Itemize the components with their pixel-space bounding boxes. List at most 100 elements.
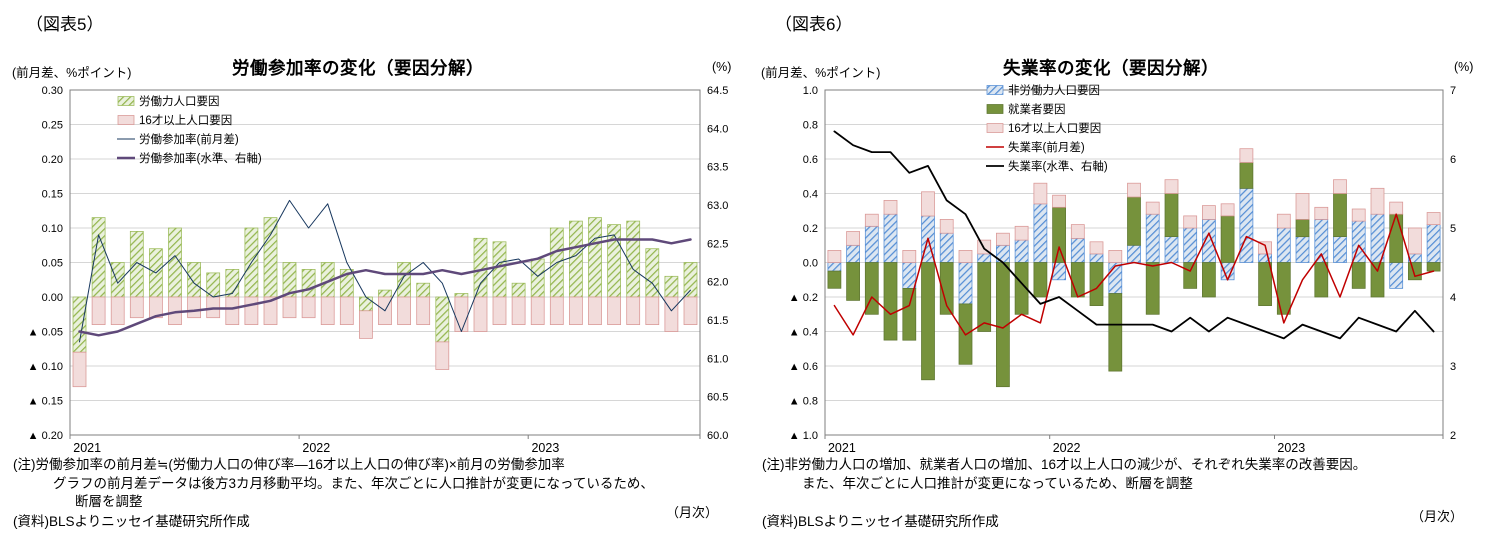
bar-segment-series2 <box>1426 212 1441 225</box>
legend-label: 労働参加率(水準、右軸) <box>139 151 262 165</box>
bar-segment-series2 <box>1351 208 1366 222</box>
x-axis-year-label: 2023 <box>531 441 559 455</box>
figure6-title: 失業率の変化（要因分解） <box>1003 58 1219 78</box>
note-line: 断層を調整 <box>75 494 143 510</box>
bar-segment-series1 <box>1314 262 1329 298</box>
bar-segment-series1 <box>1145 262 1160 315</box>
bar-segment-series1 <box>397 296 411 325</box>
bar-segment-series1 <box>549 296 564 325</box>
bar-segment-series0 <box>91 217 106 298</box>
left-axis-tick-label: ▲ 0.05 <box>28 327 63 339</box>
bar-segment-series0 <box>530 258 545 298</box>
bar-segment-series0 <box>110 262 125 298</box>
bar-segment-series0 <box>1033 203 1048 263</box>
bar-segment-series2 <box>1370 187 1385 215</box>
figure5-right-axis-unit: (%) <box>712 60 732 74</box>
bar-segment-series0 <box>939 232 954 263</box>
bar-segment-series2 <box>1164 179 1179 194</box>
right-axis-tick-label: 64.0 <box>707 123 728 135</box>
bar-segment-series1 <box>149 296 163 319</box>
right-axis-tick-label: 5 <box>1450 223 1456 235</box>
right-axis-tick-label: 64.5 <box>707 85 728 97</box>
figure5-notes: (注)労働参加率の前月差≒(労働力人口の伸び率―16才以上人口の伸び率)×前月の… <box>13 456 654 512</box>
bar-segment-series2 <box>902 250 917 263</box>
bar-segment-series1 <box>1052 206 1066 263</box>
left-axis-tick-label: 0.25 <box>42 120 63 132</box>
bar-segment-series1 <box>320 296 335 325</box>
left-axis-tick-label: ▲ 0.15 <box>28 396 63 408</box>
bar-segment-series1 <box>645 296 660 325</box>
bar-segment-series0 <box>1183 227 1198 263</box>
bar-segment-series2 <box>1389 201 1404 215</box>
bar-segment-series0 <box>454 293 469 298</box>
bar-segment-series1 <box>1426 262 1441 272</box>
right-axis-tick-label: 7 <box>1450 85 1456 97</box>
figure6-source: (資料)BLSよりニッセイ基礎研究所作成 <box>762 514 999 529</box>
legend-label: 16才以上人口要因 <box>139 113 232 127</box>
bar-segment-series1 <box>607 296 621 325</box>
bar-segment-series0 <box>1164 236 1179 263</box>
bar-segment-series2 <box>939 219 954 234</box>
bar-segment-series0 <box>187 262 201 298</box>
bar-segment-series1 <box>511 296 526 325</box>
legend-label: 労働参加率(前月差) <box>139 132 239 146</box>
left-axis-tick-label: 0.15 <box>42 189 63 201</box>
bar-segment-series1 <box>588 296 602 325</box>
figure5-frequency-note: （月次） <box>666 505 719 520</box>
bar-segment-series2 <box>1052 194 1066 208</box>
right-axis-tick-label: 63.0 <box>707 200 728 212</box>
bar-segment-series1 <box>1239 162 1254 189</box>
bar-segment-series1 <box>339 296 354 325</box>
bar-segment-series1 <box>225 296 240 325</box>
left-axis-tick-label: 0.2 <box>803 223 818 235</box>
bar-segment-series1 <box>902 288 917 341</box>
bar-segment-series1 <box>1108 293 1123 372</box>
bar-segment-series1 <box>530 296 545 325</box>
bar-segment-series2 <box>846 231 860 246</box>
figure6-left-axis-unit: (前月差、%ポイント) <box>761 66 881 80</box>
right-axis-tick-label: 2 <box>1450 430 1456 442</box>
bar-segment-series0 <box>569 220 583 298</box>
bar-segment-series1 <box>846 262 860 301</box>
bar-segment-series0 <box>397 262 411 298</box>
bar-segment-series1 <box>244 296 259 325</box>
bar-segment-series2 <box>1276 213 1291 229</box>
bar-segment-series1 <box>683 296 698 325</box>
legend-swatch <box>117 96 135 106</box>
x-axis-year-label: 2022 <box>1053 441 1081 455</box>
bar-segment-series2 <box>883 200 898 215</box>
bar-segment-series0 <box>864 225 879 263</box>
bar-segment-series2 <box>1333 179 1347 194</box>
left-axis-tick-label: 0.4 <box>803 189 818 201</box>
note-line: また、年次ごとに人口推計が変更になっているため、断層を調整 <box>802 475 1193 491</box>
bar-segment-series0 <box>72 296 87 353</box>
right-axis-tick-label: 63.5 <box>707 162 728 174</box>
left-axis-tick-label: 0.00 <box>42 292 63 304</box>
bar-segment-series1 <box>263 296 278 325</box>
right-axis-tick-label: 62.5 <box>707 238 728 250</box>
bar-segment-series2 <box>1070 224 1085 239</box>
bar-segment-series0 <box>1089 253 1104 263</box>
bar-segment-series1 <box>1408 262 1422 281</box>
right-axis-tick-label: 6 <box>1450 154 1456 166</box>
bar-segment-series1 <box>72 351 87 388</box>
x-axis-year-label: 2021 <box>73 441 101 455</box>
bar-segment-series1 <box>1389 213 1404 263</box>
left-axis-tick-label: ▲ 0.2 <box>789 292 818 304</box>
bar-segment-series1 <box>1070 262 1085 298</box>
legend-swatch <box>986 104 1004 114</box>
bar-segment-series1 <box>1333 193 1347 237</box>
bar-segment-series0 <box>129 231 144 298</box>
bar-segment-series1 <box>569 296 583 325</box>
bar-segment-series2 <box>958 250 973 263</box>
right-axis-tick-label: 4 <box>1450 292 1456 304</box>
line-series1 <box>78 238 692 337</box>
bar-segment-series0 <box>263 217 278 298</box>
left-axis-tick-label: 0.05 <box>42 258 63 270</box>
left-axis-tick-label: ▲ 1.0 <box>789 430 818 442</box>
bar-segment-series0 <box>827 262 842 272</box>
figure6-panel: （図表6） (前月差、%ポイント) 失業率の変化（要因分解） (%) 1.0 0.… <box>749 0 1498 551</box>
note-line: グラフの前月差データは後方3カ月移動平均。また、年次ごとに人口推計が変更になって… <box>53 475 654 491</box>
bar-segment-series1 <box>626 296 641 325</box>
bar-segment-series2 <box>1014 225 1029 241</box>
